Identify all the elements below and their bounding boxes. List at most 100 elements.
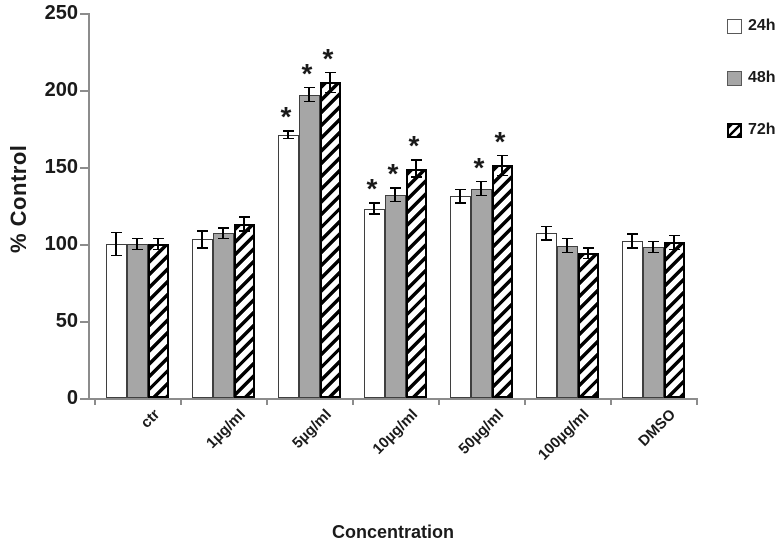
error-bar-cap-top-72h-5-g-ml <box>324 71 336 74</box>
significance-asterisk-24h-5-g-ml: * <box>280 101 292 133</box>
y-tick-label-200: 200 <box>44 79 78 101</box>
error-bar-cap-bottom-72h-5-g-ml <box>324 91 336 94</box>
bar-72h-ctr <box>147 244 169 398</box>
bar-48h-ctr <box>126 244 148 398</box>
error-bar-cap-bottom-48h-50-g-ml <box>475 194 487 197</box>
bar-72h-dmso <box>663 242 685 398</box>
y-tick-200 <box>80 90 88 92</box>
x-axis-label-100-g-ml: 100µg/ml <box>535 406 594 464</box>
y-axis-line <box>88 13 90 400</box>
error-bar-line-72h-100-g-ml <box>587 247 589 260</box>
error-bar-line-72h-10-g-ml <box>415 159 417 178</box>
error-bar-line-48h-5-g-ml <box>308 86 310 103</box>
y-tick-label-150: 150 <box>44 156 78 178</box>
x-tick-4 <box>438 398 440 405</box>
y-tick-50 <box>80 321 88 323</box>
legend-item-72h: 72h <box>727 122 776 138</box>
bar-24h-50-g-ml <box>449 196 471 398</box>
error-bar-cap-top-48h-50-g-ml <box>475 180 487 183</box>
x-tick-2 <box>266 398 268 405</box>
legend-label-24h: 24h <box>748 17 776 34</box>
error-bar-cap-bottom-24h-1-g-ml <box>196 247 208 249</box>
error-bar-cap-top-48h-10-g-ml <box>389 187 401 189</box>
significance-asterisk-48h-10-g-ml: * <box>387 158 399 190</box>
x-tick-5 <box>524 398 526 405</box>
bar-48h-5-g-ml <box>298 94 320 398</box>
bar-24h-100-g-ml <box>535 233 557 398</box>
significance-asterisk-72h-5-g-ml: * <box>322 42 334 74</box>
x-tick-0 <box>94 398 96 405</box>
error-bar-line-72h-50-g-ml <box>501 154 503 177</box>
legend-item-24h: 24h <box>727 18 776 34</box>
error-bar-line-24h-ctr <box>115 231 117 257</box>
error-bar-cap-bottom-24h-10-g-ml <box>368 213 380 215</box>
significance-asterisk-72h-10-g-ml: * <box>408 130 420 162</box>
bar-72h-50-g-ml <box>491 165 513 398</box>
x-axis-label-dmso: DMSO <box>635 406 680 450</box>
error-bar-line-24h-dmso <box>631 233 633 249</box>
y-tick-label-50: 50 <box>55 310 78 332</box>
error-bar-line-24h-50-g-ml <box>459 188 461 204</box>
error-bar-cap-bottom-24h-100-g-ml <box>540 239 552 241</box>
error-bar-cap-top-24h-1-g-ml <box>196 230 208 232</box>
legend-swatch-72h <box>727 122 742 138</box>
error-bar-cap-bottom-48h-100-g-ml <box>561 251 573 254</box>
y-tick-label-250: 250 <box>44 2 78 24</box>
significance-asterisk-48h-5-g-ml: * <box>301 57 313 89</box>
error-bar-cap-bottom-24h-dmso <box>626 247 638 249</box>
error-bar-cap-bottom-24h-ctr <box>110 254 122 257</box>
error-bar-cap-top-72h-1-g-ml <box>238 216 250 218</box>
error-bar-line-48h-50-g-ml <box>480 180 482 197</box>
bar-24h-1-g-ml <box>191 239 213 398</box>
error-bar-cap-bottom-72h-50-g-ml <box>496 174 508 177</box>
error-bar-cap-bottom-72h-ctr <box>152 248 164 251</box>
error-bar-cap-bottom-72h-10-g-ml <box>410 176 422 178</box>
error-bar-cap-top-72h-50-g-ml <box>496 154 508 157</box>
x-axis-label-50-g-ml: 50µg/ml <box>455 406 508 458</box>
error-bar-line-48h-1-g-ml <box>222 227 224 240</box>
bar-48h-100-g-ml <box>556 245 578 398</box>
significance-asterisk-24h-10-g-ml: * <box>366 173 378 205</box>
error-bar-line-48h-10-g-ml <box>394 187 396 203</box>
bar-48h-dmso <box>642 247 664 398</box>
bar-48h-50-g-ml <box>470 188 492 398</box>
error-bar-cap-top-48h-dmso <box>647 240 659 243</box>
legend-item-48h: 48h <box>727 70 776 86</box>
error-bar-cap-top-48h-5-g-ml <box>303 86 315 89</box>
error-bar-cap-bottom-72h-dmso <box>668 248 680 251</box>
error-bar-cap-top-72h-10-g-ml <box>410 159 422 161</box>
error-bar-line-48h-100-g-ml <box>566 237 568 254</box>
y-tick-150 <box>80 167 88 169</box>
error-bar-line-24h-5-g-ml <box>287 130 289 140</box>
error-bar-cap-bottom-48h-dmso <box>647 251 659 254</box>
error-bar-line-24h-1-g-ml <box>201 230 203 249</box>
legend-label-72h: 72h <box>748 121 776 138</box>
legend-label-48h: 48h <box>748 69 776 86</box>
error-bar-line-72h-5-g-ml <box>329 71 331 94</box>
error-bar-line-24h-10-g-ml <box>373 202 375 215</box>
bar-48h-10-g-ml <box>384 194 406 398</box>
y-tick-250 <box>80 13 88 15</box>
bar-24h-dmso <box>621 240 643 398</box>
significance-asterisk-48h-50-g-ml: * <box>473 151 485 183</box>
y-tick-label-100: 100 <box>44 233 78 255</box>
error-bar-cap-bottom-48h-5-g-ml <box>303 100 315 103</box>
x-axis-label-5-g-ml: 5µg/ml <box>289 406 336 452</box>
error-bar-cap-top-72h-ctr <box>152 237 164 240</box>
error-bar-cap-top-24h-dmso <box>626 233 638 235</box>
error-bar-line-24h-100-g-ml <box>545 225 547 241</box>
error-bar-line-72h-dmso <box>673 234 675 251</box>
x-axis-label-10-g-ml: 10µg/ml <box>369 406 422 458</box>
bar-24h-5-g-ml <box>277 134 299 398</box>
x-axis-line <box>88 398 696 400</box>
error-bar-cap-top-24h-50-g-ml <box>454 188 466 191</box>
bar-24h-10-g-ml <box>363 208 385 398</box>
x-axis-label-1-g-ml: 1µg/ml <box>203 406 250 452</box>
error-bar-cap-bottom-72h-1-g-ml <box>238 230 250 232</box>
x-tick-6 <box>610 398 612 405</box>
x-tick-3 <box>352 398 354 405</box>
legend-swatch-48h <box>727 70 742 86</box>
error-bar-cap-top-72h-100-g-ml <box>582 247 594 249</box>
